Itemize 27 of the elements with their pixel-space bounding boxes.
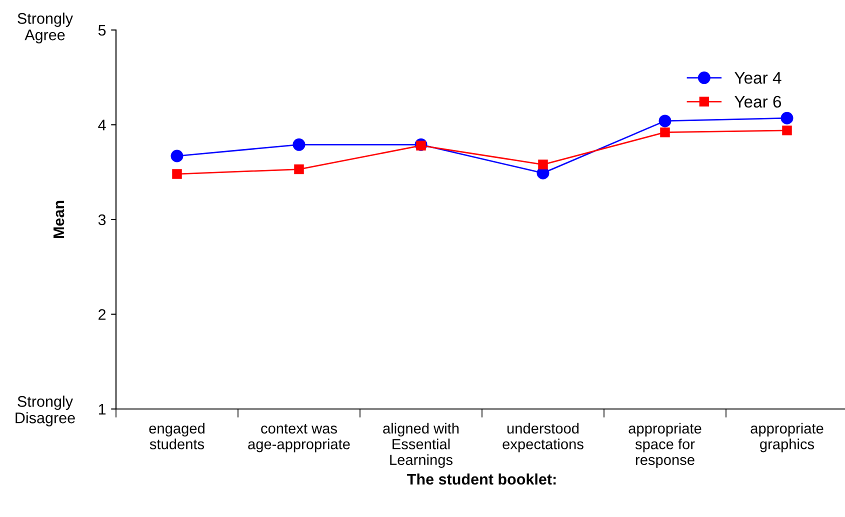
point — [782, 126, 792, 136]
x-tick-label: understood expectations — [502, 422, 584, 452]
point — [294, 164, 304, 174]
y-tick-label: 3 — [98, 214, 106, 226]
point — [172, 169, 182, 179]
x-axis-title: The student booklet: — [407, 473, 556, 485]
y-tick-label: 4 — [98, 120, 106, 130]
x-tick-label: appropriate graphics — [750, 422, 824, 452]
x-tick-label: appropriate space for response — [628, 422, 702, 468]
text: Strongly Agree — [18, 12, 73, 44]
legend-label: Year 6 — [734, 96, 782, 108]
y-tick-label: 5 — [98, 25, 106, 36]
legend-label: Year 4 — [734, 72, 782, 84]
point — [170, 150, 184, 162]
y-axis-title: Mean — [54, 200, 64, 238]
point — [658, 114, 672, 128]
y-tick-label: 1 — [98, 404, 106, 415]
text: Strongly Disagree — [16, 396, 75, 426]
x-tick-label: engaged students — [149, 422, 204, 450]
point — [292, 138, 306, 151]
point — [416, 140, 426, 150]
point — [660, 127, 670, 138]
point — [538, 160, 548, 170]
x-tick-label: aligned with Essential Learnings — [383, 422, 459, 468]
x-tick-label: context was age-appropriate — [248, 424, 350, 452]
y-tick-label: 2 — [98, 309, 106, 320]
point — [780, 112, 794, 124]
